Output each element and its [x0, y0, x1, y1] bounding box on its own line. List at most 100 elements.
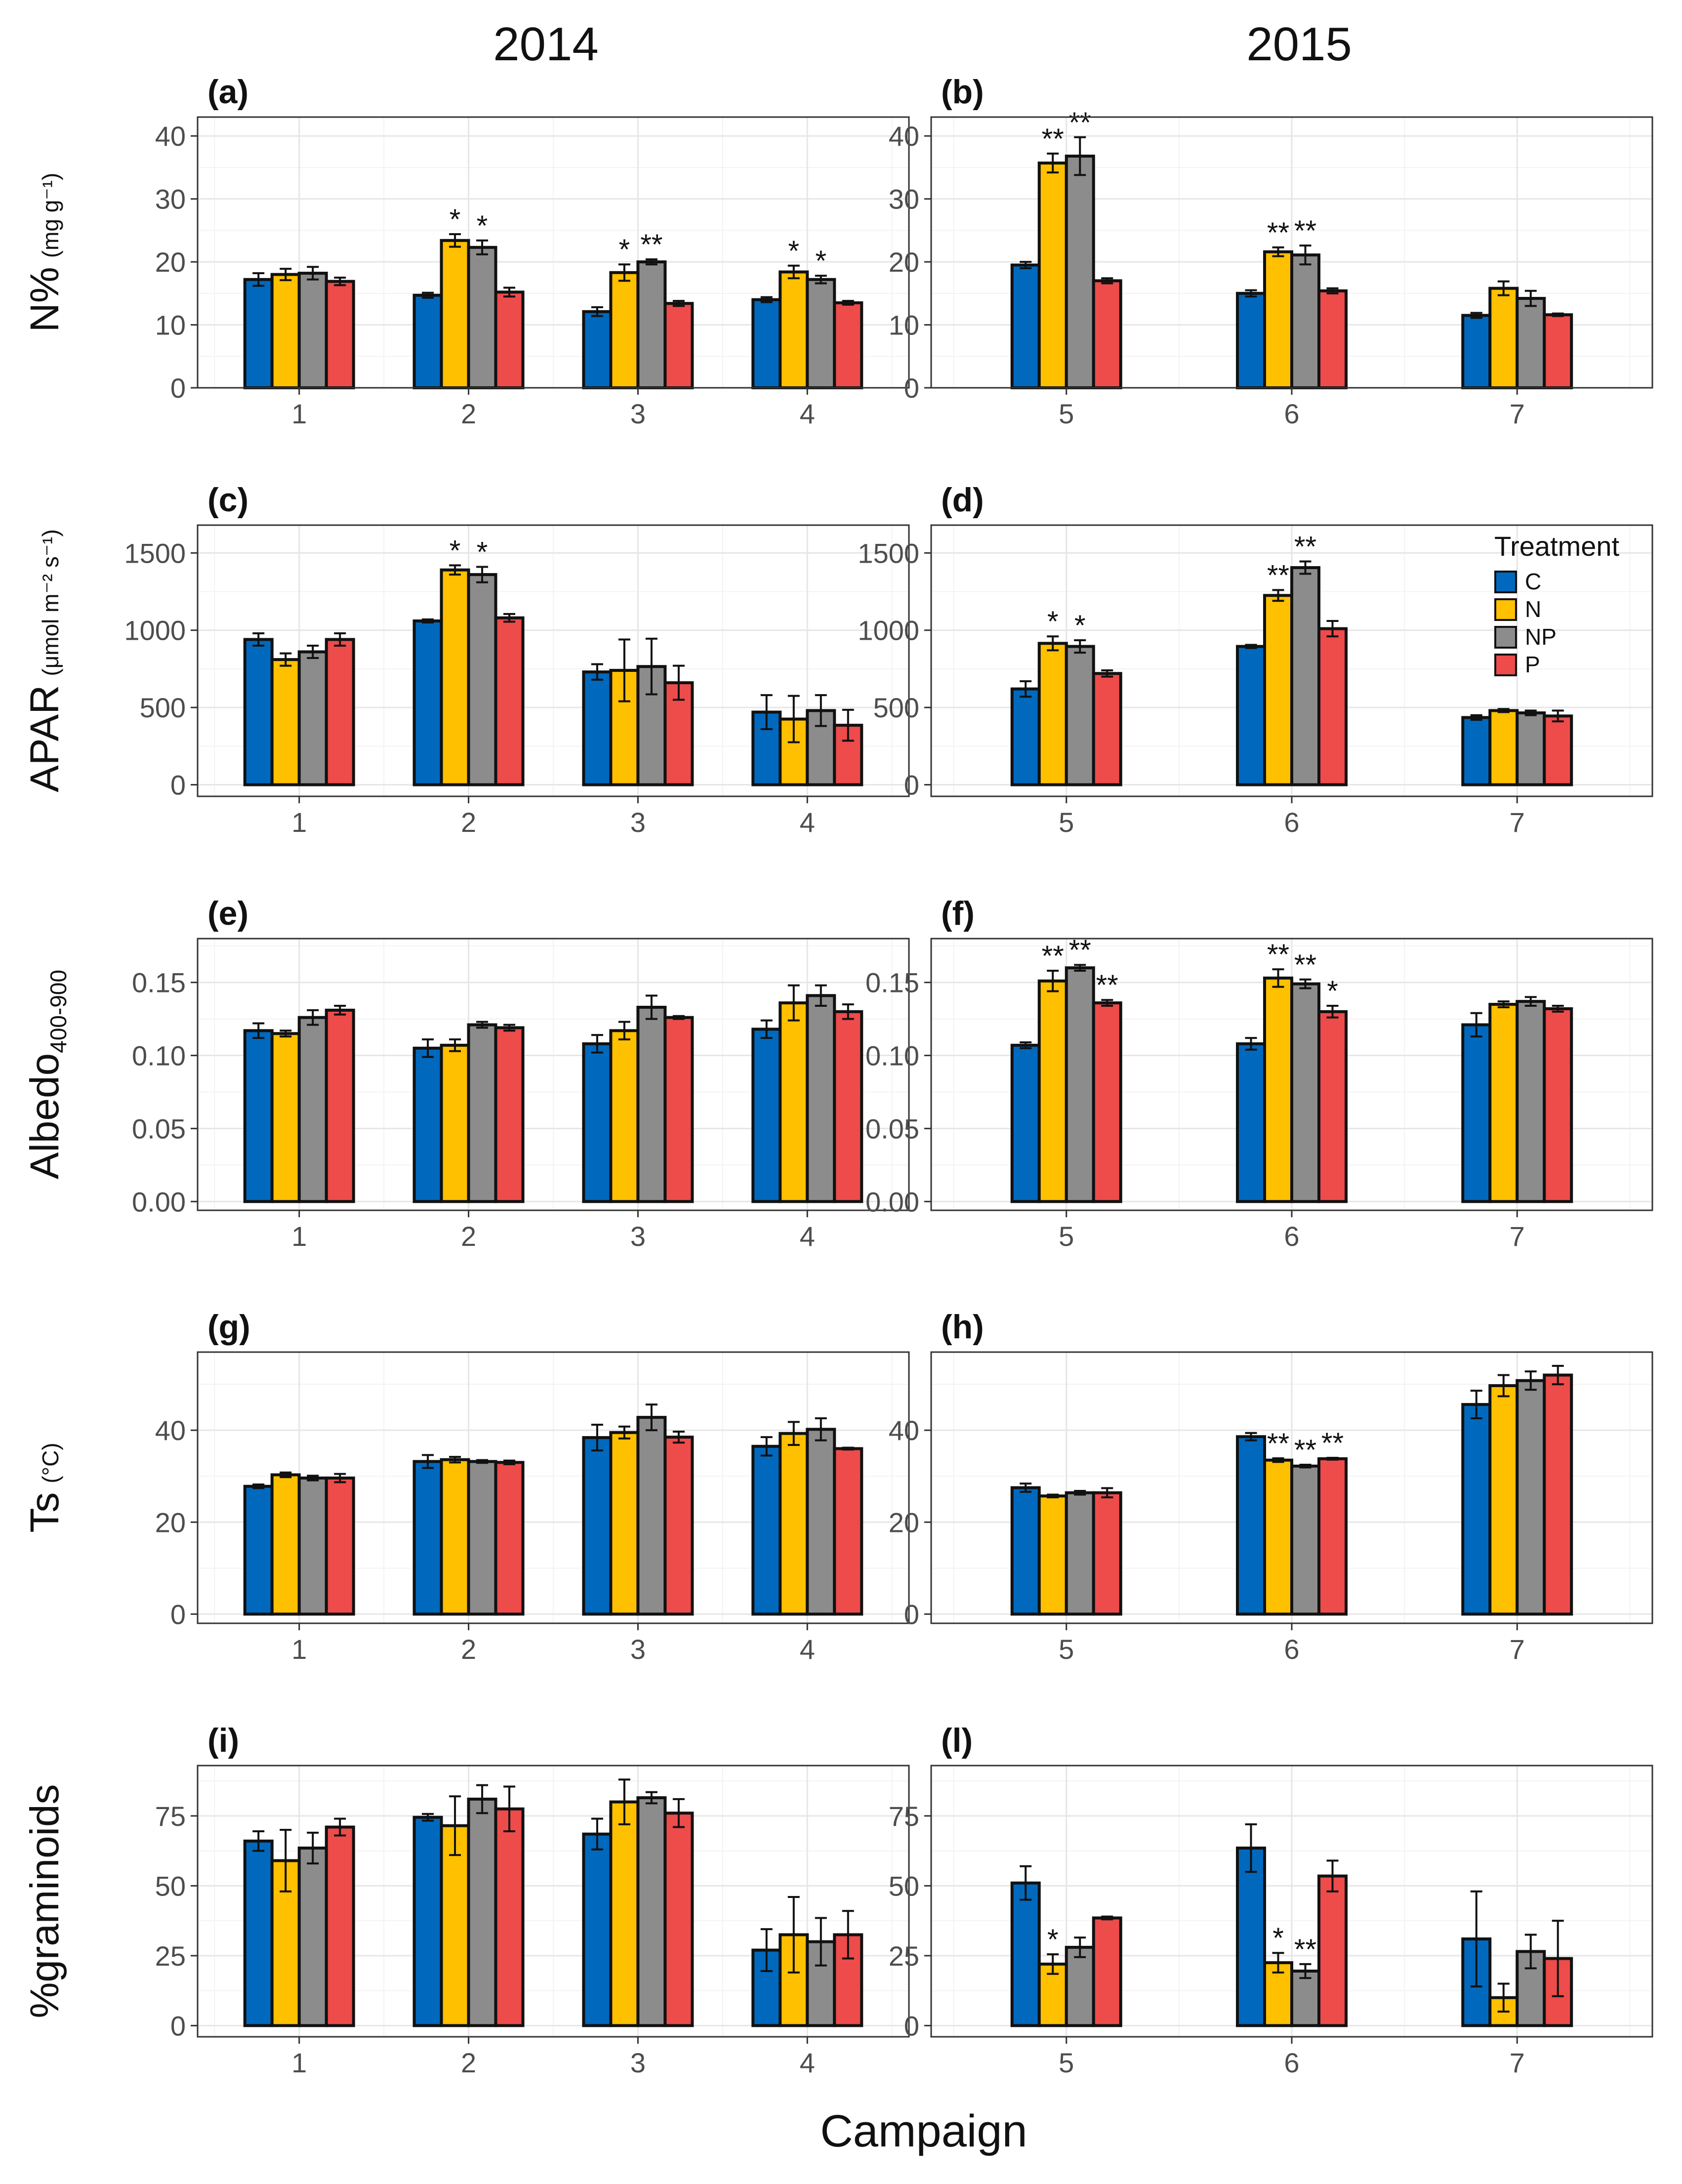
error-bar	[422, 1038, 434, 1058]
bar-P-campaign-4	[833, 301, 863, 389]
error-bar	[503, 1024, 516, 1032]
bar-C-campaign-7	[1461, 716, 1492, 786]
x-tick-label: 5	[1059, 398, 1074, 429]
significance-mark: **	[1294, 215, 1316, 247]
y-axis-title-row-4: Ts (°C)	[22, 1442, 67, 1532]
bar-N-campaign-5	[1037, 162, 1068, 389]
bar-P-campaign-5	[1092, 672, 1122, 786]
bar-N-campaign-1	[270, 1032, 301, 1203]
y-axis-title-row-3: Albedo400-900	[22, 970, 71, 1179]
y-tick-label: 10	[155, 310, 186, 341]
error-bar	[787, 695, 800, 743]
bar-C-campaign-5	[1010, 1881, 1041, 2027]
bar-C-campaign-6	[1236, 291, 1266, 390]
error-bar	[1047, 152, 1059, 174]
error-bar	[1326, 287, 1339, 294]
error-bar	[1299, 560, 1312, 575]
x-tick-label: 5	[1059, 1634, 1074, 1665]
y-tick-label: 0.05	[865, 1113, 919, 1144]
bar-C-campaign-7	[1461, 1403, 1492, 1616]
significance-mark: *	[450, 204, 461, 236]
error-bar	[1552, 312, 1564, 317]
error-bar	[1524, 289, 1537, 307]
x-tick-label: 2	[461, 398, 476, 429]
significance-mark: **	[640, 229, 662, 261]
x-tick-label: 7	[1510, 1634, 1525, 1665]
bar-P-campaign-1	[325, 280, 355, 389]
error-bar	[1524, 1934, 1537, 1970]
error-bar	[645, 994, 657, 1020]
error-bar	[1326, 619, 1339, 638]
y-axis-title-row-2: APAR (μmol m⁻² s⁻¹)	[22, 529, 67, 792]
bar-P-campaign-2	[494, 290, 525, 390]
error-bar	[1552, 1005, 1564, 1013]
bar-P-campaign-3	[663, 302, 694, 389]
significance-mark: **	[1267, 1428, 1289, 1460]
error-bar	[1047, 1953, 1059, 1975]
error-bar	[280, 268, 292, 282]
bar-C-campaign-5	[1010, 1486, 1041, 1616]
bar-C-campaign-3	[582, 1042, 613, 1203]
bar-P-campaign-5	[1092, 1916, 1122, 2027]
error-bar	[503, 1785, 516, 1833]
error-bar	[1470, 1390, 1482, 1419]
bar-NP-campaign-7	[1516, 297, 1546, 389]
error-bar	[449, 564, 461, 576]
bar-N-campaign-3	[609, 1431, 640, 1616]
error-bar	[1470, 714, 1482, 721]
bar-P-campaign-6	[1317, 1874, 1348, 2027]
error-bar	[1020, 1865, 1032, 1901]
bar-P-campaign-6	[1317, 289, 1348, 390]
bar-P-campaign-3	[663, 1436, 694, 1616]
legend-label-P: P	[1525, 652, 1540, 677]
error-bar	[334, 1817, 346, 1837]
error-bar	[252, 272, 265, 287]
bar-P-campaign-3	[663, 1016, 694, 1203]
bar-P-campaign-4	[833, 1010, 863, 1203]
significance-mark: **	[1267, 217, 1289, 249]
bar-N-campaign-4	[779, 1432, 809, 1616]
significance-mark: **	[1069, 934, 1091, 966]
error-bar	[760, 296, 773, 303]
y-axis-title-main: %graminoids	[22, 1784, 67, 2019]
error-bar	[1047, 1493, 1059, 1499]
error-bar	[1020, 1041, 1032, 1049]
error-bar	[842, 1910, 854, 1960]
bar-C-campaign-6	[1236, 1042, 1266, 1203]
bar-NP-campaign-7	[1516, 1379, 1546, 1616]
bar-C-campaign-1	[243, 638, 274, 786]
bar-P-campaign-2	[494, 616, 525, 786]
legend-label-NP: NP	[1525, 624, 1557, 650]
y-tick-label: 40	[155, 121, 186, 152]
bar-P-campaign-7	[1543, 714, 1573, 786]
bar-C-campaign-2	[412, 619, 443, 786]
error-bar	[280, 1030, 292, 1038]
error-bar	[1497, 708, 1510, 713]
error-bar	[815, 1917, 827, 1967]
y-tick-label: 20	[155, 1507, 186, 1538]
bar-C-campaign-4	[751, 1028, 782, 1203]
y-tick-label: 10	[889, 310, 919, 341]
y-axis-title-unit: (μmol m⁻² s⁻¹)	[38, 529, 63, 676]
bar-C-campaign-4	[751, 1444, 782, 1616]
bar-C-campaign-1	[243, 1029, 274, 1203]
panel-tag-label: (c)	[207, 481, 248, 519]
error-bar	[815, 1417, 827, 1442]
bar-NP-campaign-5	[1065, 966, 1095, 1203]
x-tick-label: 7	[1510, 807, 1525, 838]
bar-NP-campaign-2	[467, 1460, 497, 1616]
error-bar	[334, 276, 346, 287]
significance-mark: **	[1069, 107, 1091, 139]
bar-C-campaign-6	[1236, 645, 1266, 786]
x-tick-label: 1	[291, 398, 307, 429]
error-bar	[842, 708, 854, 742]
error-bar	[1524, 1370, 1537, 1391]
y-tick-label: 1000	[858, 615, 919, 646]
error-bar	[645, 637, 657, 696]
